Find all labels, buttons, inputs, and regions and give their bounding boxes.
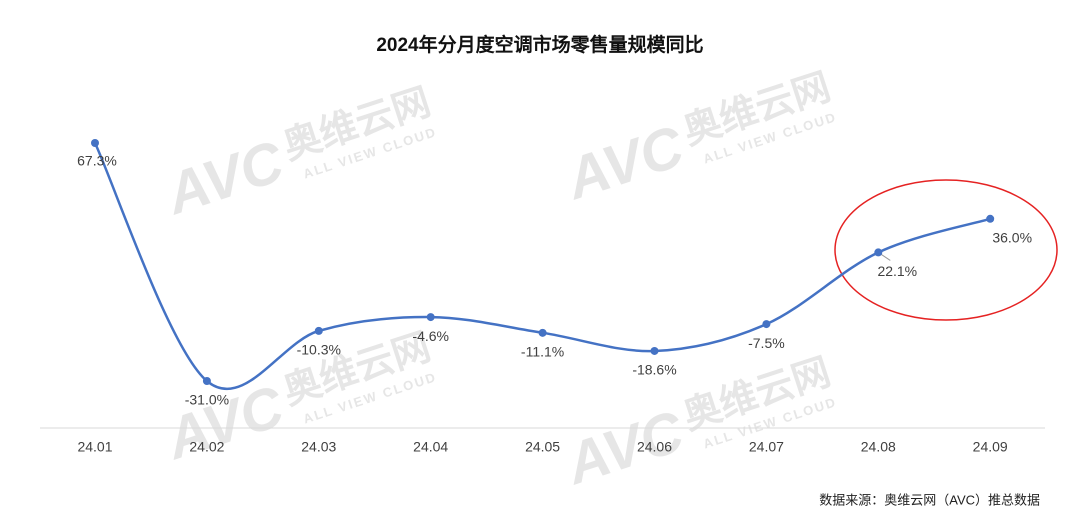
point xyxy=(762,320,771,329)
point xyxy=(874,248,883,257)
point xyxy=(91,139,99,147)
x-tick-label: 24.03 xyxy=(301,439,336,455)
x-tick-label: 24.04 xyxy=(413,439,448,455)
value-label: 36.0% xyxy=(992,229,1032,245)
point xyxy=(314,326,323,335)
point xyxy=(650,346,659,355)
point xyxy=(426,313,435,322)
watermark-logo: AVC xyxy=(557,113,692,212)
highlight-circle xyxy=(834,179,1058,321)
x-tick-label: 24.07 xyxy=(749,439,784,455)
value-label: -18.6% xyxy=(632,362,676,378)
value-label: -31.0% xyxy=(185,392,229,408)
value-label: -10.3% xyxy=(297,342,341,358)
chart-title: 2024年分月度空调市场零售量规模同比 xyxy=(376,33,703,56)
x-tick-label: 24.06 xyxy=(637,439,672,455)
watermark-logo: AVC xyxy=(157,128,292,227)
point xyxy=(986,214,995,223)
value-label: 67.3% xyxy=(77,153,117,169)
value-label: -11.1% xyxy=(521,344,564,360)
x-tick-label: 24.02 xyxy=(189,439,224,455)
point xyxy=(538,328,547,337)
source-note: 数据来源：奥维云网（AVC）推总数据 xyxy=(819,492,1040,507)
value-label: -7.5% xyxy=(748,335,785,351)
x-tick-label: 24.05 xyxy=(525,439,560,455)
value-label: -4.6% xyxy=(412,328,449,344)
x-tick-label: 24.08 xyxy=(861,439,896,455)
point xyxy=(202,377,211,385)
x-tick-label: 24.09 xyxy=(973,439,1008,455)
value-label: 22.1% xyxy=(877,263,917,279)
x-tick-label: 24.01 xyxy=(77,439,112,455)
